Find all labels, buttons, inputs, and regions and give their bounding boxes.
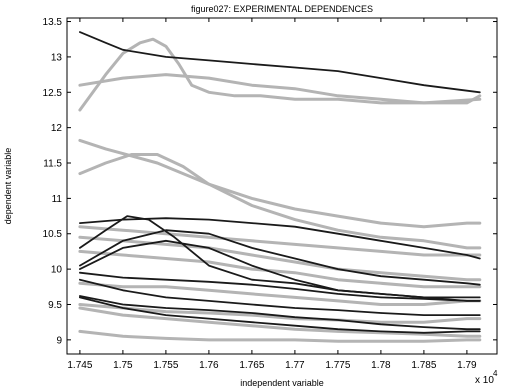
x-multiplier-label: x 10 xyxy=(475,375,494,386)
series-line-15 xyxy=(79,229,481,286)
series-line-18 xyxy=(79,278,481,316)
plot-frame xyxy=(66,17,498,355)
x-tick-label: 1.79 xyxy=(457,360,477,371)
y-tick-label: 13.5 xyxy=(43,17,63,28)
x-tick-label: 1.75 xyxy=(113,360,133,371)
x-multiplier-exponent: 4 xyxy=(493,369,498,378)
x-tick-label: 1.745 xyxy=(67,360,92,371)
y-tick-label: 9 xyxy=(56,335,62,346)
series-layer xyxy=(78,31,482,343)
y-tick-label: 10 xyxy=(51,265,63,276)
series-line-19 xyxy=(79,295,481,331)
y-tick-label: 9.5 xyxy=(48,300,62,311)
y-tick-label: 11 xyxy=(52,194,63,205)
y-tick-label: 11.5 xyxy=(43,159,62,170)
series-line-1 xyxy=(78,37,482,112)
x-tick-label: 1.755 xyxy=(153,360,178,371)
x-tick-label: 1.765 xyxy=(239,360,264,371)
y-axis-title: dependent variable xyxy=(3,148,13,225)
series-line-4 xyxy=(78,153,482,250)
x-tick-label: 1.76 xyxy=(199,360,219,371)
tick-layer: 1.745 1.75 1.755 1.76 1.765 1.77 1.775 1.78 1.78… xyxy=(43,17,497,371)
series-line-8 xyxy=(78,281,482,306)
series-line-9 xyxy=(78,303,482,324)
x-tick-label: 1.77 xyxy=(285,360,305,371)
series-line-13 xyxy=(79,217,481,260)
y-tick-label: 12 xyxy=(51,123,63,134)
series-line-20 xyxy=(79,296,481,334)
series-line-10 xyxy=(78,306,482,338)
series-line-11 xyxy=(78,329,482,343)
chart-title: figure027: EXPERIMENTAL DEPENDENCES xyxy=(191,4,373,14)
y-tick-label: 10.5 xyxy=(43,229,63,240)
series-line-12 xyxy=(79,31,481,94)
x-tick-label: 1.785 xyxy=(411,360,436,371)
x-axis-title: independent variable xyxy=(240,378,324,388)
series-line-17 xyxy=(79,271,481,302)
series-line-5 xyxy=(78,225,482,257)
series-line-16 xyxy=(79,239,481,302)
x-tick-label: 1.78 xyxy=(371,360,391,371)
series-line-7 xyxy=(78,249,482,289)
x-tick-label: 1.775 xyxy=(325,360,350,371)
y-tick-label: 13 xyxy=(51,52,63,63)
y-tick-label: 12.5 xyxy=(43,88,63,99)
series-line-2 xyxy=(78,73,482,105)
